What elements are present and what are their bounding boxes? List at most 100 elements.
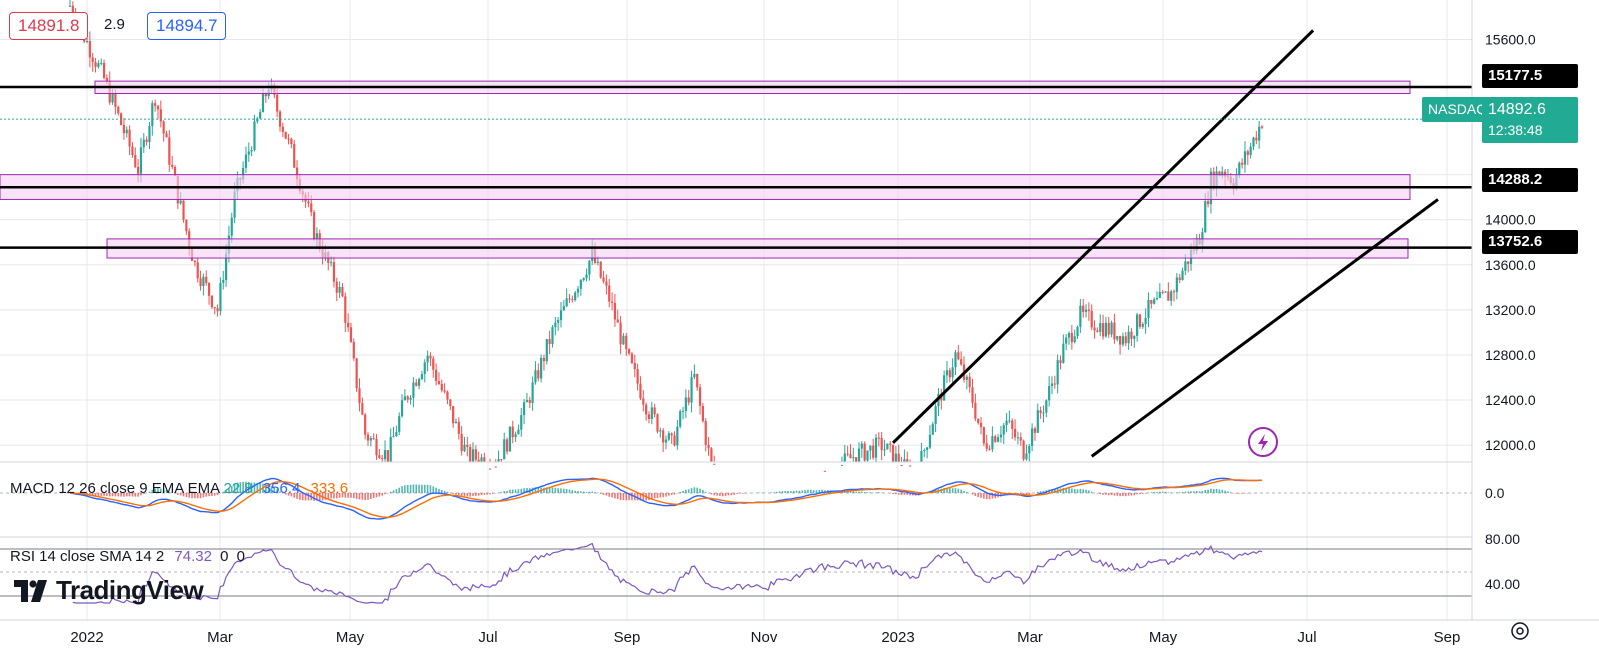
candle-body: [630, 353, 634, 363]
candle-body: [645, 404, 648, 415]
candle-body: [293, 144, 296, 168]
candle-body: [1110, 322, 1113, 335]
candle-body: [857, 448, 861, 462]
level-tag-3: 13752.6: [1482, 230, 1578, 254]
candle-body: [1005, 420, 1008, 426]
candle-body: [1093, 327, 1096, 331]
candle-body: [307, 201, 310, 204]
candle-body: [696, 373, 699, 388]
candle-body: [471, 449, 475, 462]
candle-body: [1178, 277, 1181, 280]
candle-body: [840, 464, 844, 466]
candle-body: [559, 310, 563, 320]
candle-body: [253, 121, 256, 150]
candle-body: [616, 319, 619, 323]
candle-body: [886, 443, 889, 450]
candle-body: [954, 352, 957, 368]
candle-body: [931, 423, 934, 435]
macd-axis-label: 0.0: [1485, 485, 1505, 501]
candle-body: [1070, 333, 1073, 343]
candle-body: [883, 449, 886, 451]
candle-body: [537, 370, 540, 379]
candle-body: [94, 62, 97, 67]
candle-body: [1172, 291, 1176, 293]
candle-body: [920, 450, 923, 462]
candle-body: [224, 253, 228, 281]
candle-body: [704, 421, 707, 445]
candle-body: [1164, 291, 1167, 293]
candle-body: [125, 129, 128, 134]
candle-body: [1076, 326, 1079, 337]
time-axis-label: Nov: [751, 629, 778, 646]
rsi-axis-label-lower: 40.00: [1485, 576, 1520, 592]
candle-body: [426, 355, 429, 363]
candle-body: [497, 459, 500, 462]
candle-body: [846, 453, 849, 455]
macd-pane: [0, 461, 1472, 520]
rsi-pane: [0, 536, 1472, 604]
candle-body: [1175, 277, 1178, 293]
candle-body: [395, 432, 398, 437]
candle-body: [903, 459, 906, 462]
candle-body: [219, 282, 222, 312]
candle-body: [244, 154, 248, 168]
candle-body: [1224, 171, 1227, 177]
time-axis-label: May: [1149, 629, 1178, 646]
candle-body: [894, 453, 897, 462]
candle-body: [1243, 151, 1247, 165]
rsi-title: RSI 14 close SMA 14 2: [10, 548, 165, 565]
candle-body: [610, 301, 614, 303]
candle-body: [295, 167, 299, 180]
tradingview-logo[interactable]: TradingView: [14, 575, 204, 606]
spread-value: 2.9: [104, 16, 125, 33]
candle-body: [863, 443, 866, 461]
candle-body: [977, 418, 980, 423]
candle-body: [1184, 261, 1187, 271]
candle-body: [446, 391, 449, 400]
rsi-legend[interactable]: RSI 14 close SMA 14 2 74.32 0 0: [10, 548, 245, 565]
ask-price-box[interactable]: 14894.7: [147, 12, 227, 40]
candle-body: [233, 191, 236, 218]
candle-body: [1036, 410, 1039, 433]
candle-body: [1260, 126, 1264, 128]
candle-body: [880, 437, 883, 451]
lightning-icon[interactable]: [1248, 427, 1278, 457]
candle-body: [1011, 420, 1014, 429]
candle-body: [667, 433, 670, 440]
candle-body: [1150, 299, 1153, 304]
bar-countdown: 12:38:48: [1488, 122, 1543, 138]
macd-legend[interactable]: MACD 12 26 close 9 EMA EMA 22.8 356.4 33…: [10, 480, 348, 497]
candle-body: [900, 465, 903, 467]
candle-body: [1153, 299, 1156, 304]
candle-body: [1136, 314, 1139, 336]
candle-body: [639, 383, 642, 399]
rsi-axis-label-upper: 80.00: [1485, 531, 1520, 547]
time-axis-label: Sep: [614, 629, 641, 646]
price-axis-label: 15600.0: [1485, 31, 1536, 47]
candle-body: [525, 400, 529, 403]
candle-body: [562, 306, 565, 311]
candle-body: [335, 281, 338, 293]
trend-channel-upper: [891, 29, 1315, 444]
candle-body: [264, 93, 267, 97]
candle-body: [1124, 336, 1127, 344]
candle-body: [1028, 445, 1031, 454]
time-axis: 2022 Mar May Jul Sep Nov 2023 Mar May Jul Sep: [0, 619, 1599, 646]
candle-body: [412, 382, 415, 398]
candle-body: [452, 406, 455, 424]
candle-body: [664, 439, 668, 443]
bid-price-box[interactable]: 14891.8: [9, 12, 89, 40]
candle-body: [1161, 291, 1164, 293]
candle-body: [710, 448, 713, 462]
candle-body: [477, 459, 480, 462]
candle-body: [222, 280, 225, 283]
candle-body: [111, 93, 114, 103]
candle-body: [653, 407, 656, 415]
candle-body: [707, 444, 710, 449]
candle-body: [199, 278, 202, 287]
candle-body: [1082, 305, 1085, 312]
settings-gear-icon[interactable]: [1511, 622, 1529, 640]
price-axis-label: 12400.0: [1485, 392, 1536, 408]
candle-body: [1246, 151, 1249, 155]
